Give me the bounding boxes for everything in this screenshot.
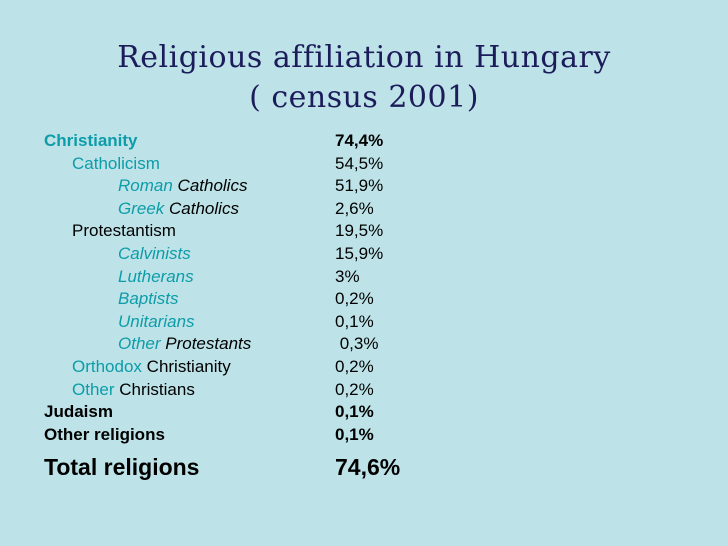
label-part: Catholics	[172, 176, 248, 196]
row-other-christians: Other Christians 0,2%	[0, 379, 728, 402]
title-line-1: Religious affiliation in Hungary	[117, 40, 611, 75]
row-lutherans: Lutherans 3%	[0, 266, 728, 289]
row-value: 0,1%	[335, 311, 374, 331]
label-part: Baptists	[118, 289, 179, 309]
row-label: Calvinists	[118, 243, 191, 266]
row-label: Orthodox Christianity	[72, 356, 231, 379]
row-label: Greek Catholics	[118, 198, 239, 221]
row-christianity: Christianity 74,4%	[0, 130, 728, 153]
row-value: 2,6%	[335, 198, 374, 218]
label-part: Total religions	[44, 454, 200, 481]
row-value: 0,3%	[335, 334, 379, 354]
row-value: 19,5%	[335, 221, 384, 241]
label-part: Roman	[118, 176, 173, 196]
row-greek-catholics: Greek Catholics 2,6%	[0, 198, 728, 221]
row-label: Other Protestants	[118, 333, 251, 356]
row-unitarians: Unitarians 0,1%	[0, 311, 728, 334]
row-label: Judaism	[44, 401, 113, 424]
label-part: Lutherans	[118, 266, 194, 286]
row-value: 0,2%	[335, 289, 374, 309]
label-part: Orthodox	[72, 356, 142, 376]
label-part: Calvinists	[118, 243, 191, 263]
label-part: Christianity	[44, 131, 138, 150]
row-catholicism: Catholicism 54,5%	[0, 153, 728, 176]
row-value: 74,4%	[335, 131, 384, 150]
row-protestantism: Protestantism 19,5%	[0, 220, 728, 243]
row-value: 3%	[335, 266, 360, 286]
row-calvinists: Calvinists 15,9%	[0, 243, 728, 266]
row-label: Roman Catholics	[118, 175, 247, 198]
row-value: 51,9%	[335, 176, 384, 196]
label-part: Unitarians	[118, 311, 195, 331]
row-label: Total religions	[44, 450, 199, 484]
row-orthodox-christianity: Orthodox Christianity 0,2%	[0, 356, 728, 379]
row-value: 74,6%	[335, 454, 401, 481]
label-part: Catholicism	[72, 153, 160, 173]
label-part: Other	[72, 379, 115, 399]
row-value: 0,1%	[335, 424, 374, 444]
row-value: 0,1%	[335, 402, 374, 422]
slide-title: Religious affiliation in Hungary ( censu…	[0, 38, 728, 118]
row-label: Baptists	[118, 288, 178, 311]
row-other-religions: Other religions 0,1%	[0, 424, 728, 447]
label-part: Christianity	[141, 356, 231, 376]
label-part: Protestants	[160, 334, 252, 354]
row-value: 0,2%	[335, 356, 374, 376]
label-part: Greek	[118, 198, 165, 218]
label-part: Protestantism	[72, 221, 176, 241]
row-label: Lutherans	[118, 266, 194, 289]
row-label: Other religions	[44, 424, 165, 447]
row-value: 0,2%	[335, 379, 374, 399]
label-part: Other	[118, 334, 161, 354]
row-roman-catholics: Roman Catholics 51,9%	[0, 175, 728, 198]
label-part: Judaism	[44, 402, 113, 422]
row-label: Christianity	[44, 130, 138, 153]
row-other-protestants: Other Protestants 0,3%	[0, 333, 728, 356]
row-label: Catholicism	[72, 153, 160, 176]
row-value: 54,5%	[335, 153, 384, 173]
label-part: Other religions	[44, 424, 165, 444]
label-part: Christians	[114, 379, 195, 399]
row-label: Other Christians	[72, 379, 195, 402]
religion-table: Christianity 74,4% Catholicism 54,5% Rom…	[0, 130, 728, 484]
row-judaism: Judaism 0,1%	[0, 401, 728, 424]
row-baptists: Baptists 0,2%	[0, 288, 728, 311]
row-total-religions: Total religions 74,6%	[0, 450, 728, 484]
label-part: Catholics	[164, 198, 239, 218]
row-label: Unitarians	[118, 311, 195, 334]
row-label: Protestantism	[72, 220, 176, 243]
title-line-2: ( census 2001)	[249, 80, 479, 115]
row-value: 15,9%	[335, 243, 384, 263]
